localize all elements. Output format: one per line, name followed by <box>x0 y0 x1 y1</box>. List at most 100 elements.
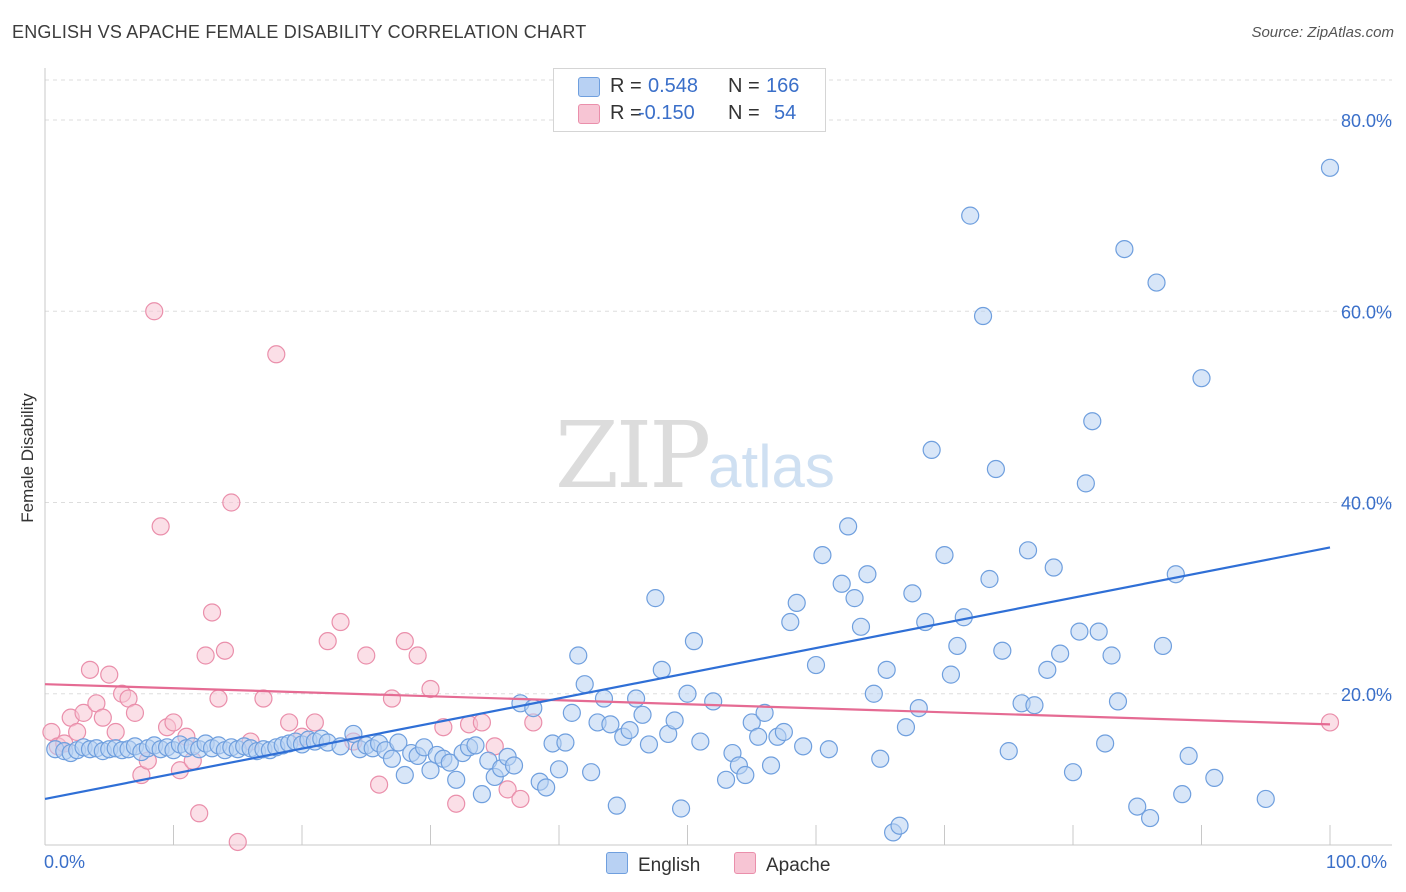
data-point-english <box>652 660 671 679</box>
data-point-english <box>537 778 556 797</box>
data-point-english <box>1076 474 1095 493</box>
data-point-english <box>1153 636 1173 656</box>
data-point-english <box>472 785 491 804</box>
data-point-english <box>562 703 581 722</box>
data-point-english <box>1018 541 1038 560</box>
y-tick-label: 40.0% <box>1341 494 1392 514</box>
data-point-apache <box>164 713 183 732</box>
bottom-legend-label-apache: Apache <box>766 855 831 876</box>
data-point-apache <box>472 713 491 732</box>
data-point-english <box>389 733 408 752</box>
legend-swatch-english <box>578 77 600 97</box>
data-point-english <box>941 665 961 684</box>
data-point-english <box>691 732 710 751</box>
trend-line-english <box>44 546 1331 801</box>
data-point-apache <box>196 646 215 665</box>
data-point-english <box>1140 808 1160 828</box>
apache-series <box>42 302 1340 852</box>
data-point-english <box>999 742 1018 761</box>
data-point-english <box>806 655 826 675</box>
data-point-english <box>1173 785 1192 804</box>
data-point-english <box>639 735 659 754</box>
data-point-english <box>671 799 691 818</box>
english-series <box>46 158 1340 842</box>
legend-n-label: N = <box>728 102 760 124</box>
data-point-apache <box>222 493 241 512</box>
data-point-apache <box>190 804 209 823</box>
y-tick-label: 80.0% <box>1341 111 1392 131</box>
bottom-legend-apache: Apache <box>734 852 830 877</box>
data-point-apache <box>305 713 324 732</box>
data-point-english <box>1192 369 1211 388</box>
data-point-english <box>440 753 459 772</box>
data-point-apache <box>318 632 337 651</box>
data-point-apache <box>395 632 414 651</box>
data-point-apache <box>80 660 100 679</box>
data-point-english <box>839 517 858 536</box>
data-point-english <box>504 756 524 775</box>
data-point-english <box>935 545 954 565</box>
watermark: ZIPatlas <box>555 402 835 509</box>
data-point-english <box>466 736 485 755</box>
data-point-english <box>781 612 800 632</box>
legend-r-label: R = <box>610 102 642 124</box>
data-point-english <box>1089 622 1108 641</box>
watermark-zip: ZIP <box>555 402 711 509</box>
data-point-apache <box>511 789 530 809</box>
data-point-english <box>980 569 999 589</box>
bottom-legend-swatch-english <box>606 852 628 874</box>
data-point-english <box>556 733 575 752</box>
data-point-apache <box>382 689 402 708</box>
legend-r-label: R = <box>610 75 642 97</box>
data-point-apache <box>408 646 427 665</box>
data-point-english <box>819 740 838 759</box>
data-point-english <box>1166 565 1185 584</box>
data-point-english <box>601 715 620 734</box>
data-point-english <box>569 646 588 665</box>
data-point-apache <box>209 689 228 708</box>
chart-title: ENGLISH VS APACHE FEMALE DISABILITY CORR… <box>12 22 587 42</box>
data-point-apache <box>280 713 299 732</box>
data-point-english <box>896 718 916 737</box>
data-point-apache <box>68 722 87 742</box>
data-point-english <box>633 705 652 724</box>
data-point-english <box>1256 789 1275 809</box>
data-point-apache <box>228 832 247 852</box>
data-point-english <box>1205 768 1224 788</box>
data-point-english <box>1025 696 1044 715</box>
grid-layer <box>45 79 1392 695</box>
data-point-english <box>871 749 890 768</box>
legend-n-value: 166 <box>766 75 800 97</box>
data-point-english <box>1128 797 1147 816</box>
data-point-apache <box>202 603 222 622</box>
data-point-english <box>845 589 864 608</box>
data-point-english <box>1108 692 1128 711</box>
data-point-english <box>986 459 1006 479</box>
data-point-english <box>973 306 993 326</box>
data-point-english <box>774 722 793 742</box>
data-point-english <box>909 698 928 718</box>
chart-source: Source: ZipAtlas.com <box>1251 24 1394 41</box>
data-point-english <box>395 765 414 785</box>
data-point-english <box>594 689 614 708</box>
data-point-english <box>1070 622 1089 641</box>
data-point-english <box>1115 239 1134 259</box>
data-point-english <box>877 660 896 679</box>
data-point-apache <box>421 679 440 699</box>
data-point-apache <box>100 665 119 684</box>
data-point-english <box>549 760 569 779</box>
data-point-english <box>447 770 466 789</box>
data-point-apache <box>93 708 112 727</box>
data-point-apache <box>331 612 350 632</box>
data-point-english <box>890 816 909 835</box>
data-point-english <box>864 684 883 703</box>
y-tick-label: 20.0% <box>1341 685 1392 705</box>
data-point-english <box>716 770 736 789</box>
data-point-english <box>961 206 980 225</box>
data-point-apache <box>498 780 517 799</box>
data-point-english <box>626 689 646 708</box>
data-point-apache <box>151 517 170 536</box>
data-point-english <box>794 737 813 756</box>
data-point-apache <box>267 345 286 364</box>
data-point-english <box>922 440 941 460</box>
